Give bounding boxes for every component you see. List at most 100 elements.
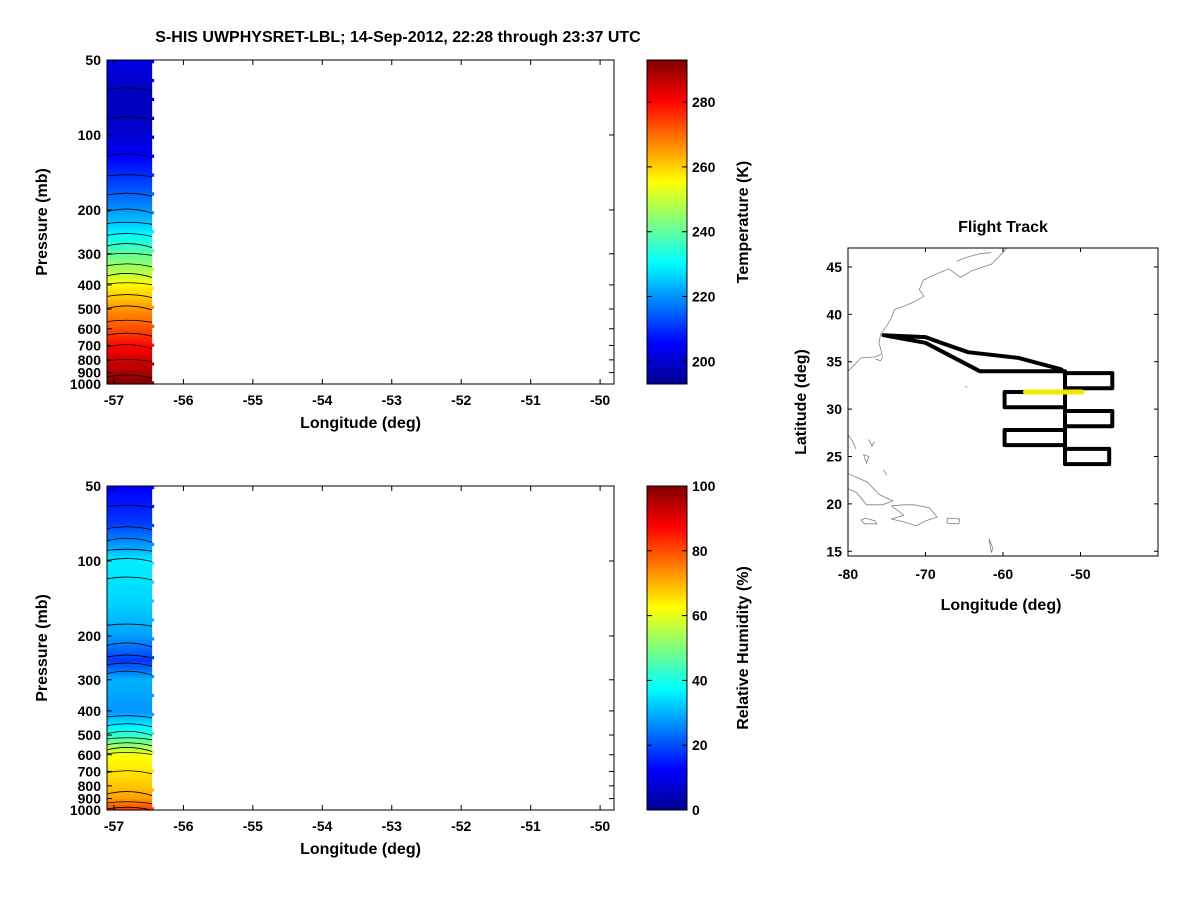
- data-cell: [107, 357, 153, 361]
- y-tick-label: 1000: [70, 376, 101, 392]
- data-cell: [107, 270, 153, 274]
- y-tick-label: 900: [78, 791, 102, 807]
- data-cell: [107, 165, 153, 169]
- contour-line: [106, 263, 153, 268]
- colorbar-label: Temperature (K): [735, 161, 752, 283]
- data-cell: [107, 238, 153, 242]
- data-cell: [107, 338, 153, 342]
- y-tick-label: 20: [826, 496, 842, 512]
- contour-line: [106, 801, 153, 805]
- coastline: [988, 538, 994, 554]
- coastline: [874, 355, 884, 362]
- data-cell: [107, 68, 153, 72]
- coastline: [964, 386, 968, 388]
- data-cell: [107, 766, 153, 771]
- data-cell: [107, 739, 153, 744]
- data-cell: [107, 335, 153, 339]
- x-tick-label: -51: [521, 392, 541, 408]
- data-cell: [107, 127, 153, 131]
- data-cell: [107, 780, 153, 784]
- y-tick-label: 30: [826, 401, 842, 417]
- data-cell: [107, 745, 153, 749]
- data-cell: [107, 666, 153, 671]
- data-cell: [107, 78, 155, 83]
- data-cell: [107, 801, 153, 806]
- data-cell: [107, 486, 155, 490]
- colorbar-tick-label: 40: [692, 672, 708, 688]
- x-tick-label: -55: [243, 392, 263, 408]
- data-cell: [107, 672, 153, 676]
- y-tick-label: 15: [826, 543, 842, 559]
- contour-line: [106, 742, 153, 747]
- x-axis-label: Longitude (deg): [941, 597, 1062, 614]
- contour-line: [106, 243, 153, 248]
- data-cell: [107, 567, 153, 571]
- data-cell: [107, 734, 153, 738]
- data-cell: [107, 731, 155, 735]
- data-cell: [107, 610, 153, 614]
- data-cell: [107, 521, 153, 525]
- data-cell: [107, 359, 153, 363]
- data-cell: [107, 502, 153, 506]
- data-cell: [107, 97, 155, 102]
- data-cell: [107, 108, 153, 112]
- data-cell: [107, 316, 153, 320]
- contour-line: [106, 374, 153, 379]
- data-cell: [107, 95, 153, 99]
- y-axis-label: Pressure (mb): [34, 594, 51, 702]
- data-cell: [107, 213, 153, 218]
- data-cell: [107, 529, 153, 533]
- data-cell: [107, 656, 155, 660]
- data-cell: [107, 303, 153, 307]
- colorbar: 0 20 40 60 80 100 Relative Humidity (%): [646, 478, 752, 818]
- data-cell: [107, 308, 153, 312]
- data-cell: [107, 761, 153, 765]
- data-cell: [107, 594, 153, 598]
- contour-line: [106, 654, 153, 659]
- contour-line: [106, 537, 153, 543]
- x-tick-label: -53: [382, 818, 402, 834]
- y-tick-label: 50: [85, 478, 101, 494]
- data-cell: [107, 742, 153, 746]
- contour-line: [106, 806, 153, 811]
- contour-line: [106, 273, 153, 278]
- x-tick-label: -80: [838, 566, 858, 582]
- data-cell: [107, 799, 153, 803]
- data-cell: [107, 591, 153, 595]
- data-cell: [107, 70, 153, 75]
- data-cell: [107, 542, 155, 546]
- data-cell: [107, 294, 153, 299]
- data-cell: [107, 378, 153, 382]
- data-cell: [107, 227, 153, 231]
- data-cell: [107, 381, 155, 385]
- data-cell: [107, 588, 153, 592]
- data-cell: [107, 249, 155, 253]
- data-cell: [107, 365, 153, 369]
- data-cell: [107, 87, 153, 91]
- data-cell: [107, 114, 153, 118]
- data-cell: [107, 615, 153, 619]
- data-cell: [107, 141, 153, 145]
- data-cell: [107, 292, 153, 296]
- data-cell: [107, 569, 153, 573]
- contour-line: [106, 332, 153, 337]
- data-cell: [107, 235, 153, 239]
- coastline: [883, 469, 888, 476]
- data-cell: [107, 367, 153, 372]
- data-cell: [107, 764, 153, 768]
- data-cell: [107, 629, 153, 633]
- contour-line: [106, 221, 153, 225]
- data-cell: [107, 526, 153, 530]
- data-cell: [107, 157, 153, 161]
- data-cell: [107, 305, 155, 309]
- contour-line: [106, 715, 153, 719]
- flight-track-panel: Flight Track -80 -70 -60 -50 15 20 25 30 35 40 45 Lo…: [793, 219, 1159, 614]
- y-axis-label: Pressure (mb): [34, 168, 51, 276]
- coastline: [956, 252, 992, 262]
- data-cell: [107, 116, 155, 120]
- data-cell: [107, 561, 155, 565]
- data-cell: [107, 531, 153, 536]
- colorbar-tick-label: 240: [692, 224, 716, 240]
- data-cell: [107, 523, 155, 528]
- data-cell: [107, 119, 153, 123]
